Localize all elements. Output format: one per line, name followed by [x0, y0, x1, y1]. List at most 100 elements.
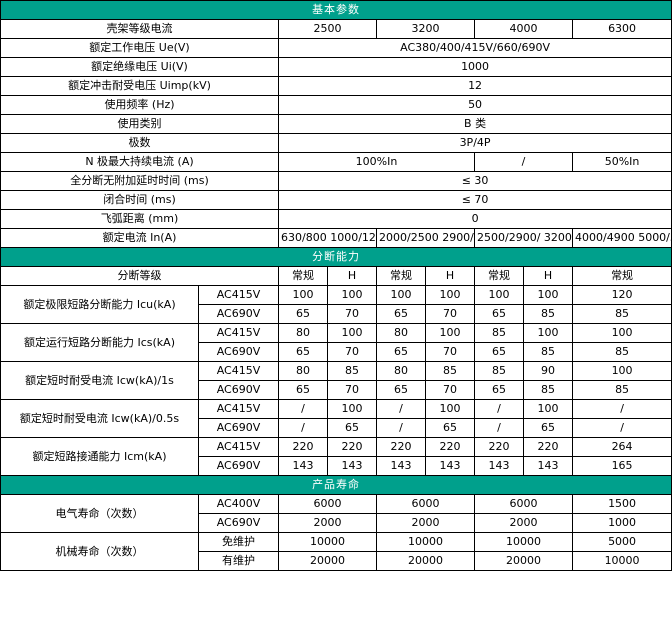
cell: /: [278, 418, 328, 438]
table-row-npole: N 极最大持续电流 (A) 100%In / 50%In: [0, 152, 672, 172]
cell: 85: [571, 380, 672, 400]
frame-rating-value-3200: 3200: [376, 19, 475, 39]
row-value-arcing-distance: 0: [277, 209, 672, 229]
cell: 143: [327, 456, 377, 476]
table-row: AC690V 65 70 65 70 65 85 85: [1, 380, 672, 400]
cell: 100: [327, 323, 377, 343]
row-value-rated-current-2500: 630/800 1000/1250 1600/2000 2500: [278, 228, 377, 248]
cell: 100: [425, 399, 475, 419]
cell: 65: [474, 304, 524, 324]
row-value-rated-current-3200: 2000/2500 2900/3150 3200: [376, 228, 475, 248]
row-label-icw-1s: 额定短时耐受电流 Icw(kA)/1s: [0, 361, 199, 400]
cell: 100: [523, 399, 573, 419]
cell: 220: [327, 437, 377, 457]
cell: 220: [376, 437, 426, 457]
cell: 85: [523, 342, 573, 362]
cell: 100: [425, 323, 475, 343]
cell: /: [571, 418, 672, 438]
cell: 143: [278, 456, 328, 476]
table-row: AC690V / 65 / 65 / 65 /: [1, 418, 672, 438]
row-value-utilization-category: B 类: [277, 114, 672, 134]
row-value-rated-current-4000: 2500/2900/ 3200/3600/ 3900/4000: [474, 228, 573, 248]
sublabel-mechanical-maintenance-free: 免维护: [198, 532, 279, 552]
row-value-poles: 3P/4P: [277, 133, 672, 153]
cell: /: [376, 399, 426, 419]
cell: 85: [523, 380, 573, 400]
table-row: 机械寿命（次数） 免维护 10000 10000 10000 5000: [0, 532, 672, 571]
cell: 10000: [474, 532, 573, 552]
table-row: 全分断无附加延时时间 (ms) ≤ 30: [0, 171, 672, 191]
cell: 165: [571, 456, 672, 476]
cell: 80: [278, 361, 328, 381]
sublabel-ics-ac690v: AC690V: [198, 342, 279, 362]
row-value-npole-2: /: [474, 152, 573, 172]
cell: 100: [376, 285, 426, 305]
cell: 70: [425, 342, 475, 362]
cell: 220: [425, 437, 475, 457]
specification-table: 基本参数 壳架等级电流 2500 3200 4000 6300 额定工作电压 U…: [0, 0, 672, 571]
sublabel-mechanical-with-maintenance: 有维护: [198, 551, 279, 571]
cell: /: [278, 399, 328, 419]
cell: 20000: [278, 551, 377, 571]
cell: 65: [327, 418, 377, 438]
table-row: 闭合时间 (ms) ≤ 70: [0, 190, 672, 210]
row-label-rated-insulation-voltage: 额定绝缘电压 Ui(V): [0, 57, 279, 77]
cell: 70: [327, 380, 377, 400]
cell: 85: [523, 304, 573, 324]
frame-rating-value-2500: 2500: [278, 19, 377, 39]
cell: 65: [523, 418, 573, 438]
sublabel-icw1s-ac690v: AC690V: [198, 380, 279, 400]
section-header-row-life: 产品寿命: [0, 475, 672, 495]
row-label-breaking-grade: 分断等级: [0, 266, 279, 286]
cell: 143: [474, 456, 524, 476]
row-label-icu: 额定极限短路分断能力 Icu(kA): [0, 285, 199, 324]
table-row: AC690V 65 70 65 70 65 85 85: [1, 342, 672, 362]
cell: 85: [571, 304, 672, 324]
cell: 2000: [278, 513, 377, 533]
breaking-grade-4: H: [425, 266, 475, 286]
row-label-total-break-time: 全分断无附加延时时间 (ms): [0, 171, 279, 191]
cell: /: [474, 418, 524, 438]
cell: 65: [278, 342, 328, 362]
cell: 264: [571, 437, 672, 457]
row-label-rated-impulse-voltage: 额定冲击耐受电压 Uimp(kV): [0, 76, 279, 96]
table-row: AC690V 65 70 65 70 65 85 85: [1, 304, 672, 324]
table-row: 额定运行短路分断能力 Ics(kA) AC415V 80 100 80 100 …: [0, 323, 672, 362]
cell: /: [474, 399, 524, 419]
cell: 143: [523, 456, 573, 476]
cell: 85: [571, 342, 672, 362]
cell: 65: [474, 342, 524, 362]
table-row-rated-current: 额定电流 In(A) 630/800 1000/1250 1600/2000 2…: [0, 228, 672, 248]
sublabel-electrical-ac400v: AC400V: [198, 494, 279, 514]
cell: 100: [327, 285, 377, 305]
cell: 80: [278, 323, 328, 343]
cell: 10000: [278, 532, 377, 552]
cell: 70: [327, 342, 377, 362]
cell: 70: [425, 380, 475, 400]
frame-rating-row: 壳架等级电流 2500 3200 4000 6300: [0, 19, 672, 39]
table-row: 使用类别 B 类: [0, 114, 672, 134]
cell: 1500: [571, 494, 672, 514]
section-header-row-breaking: 分断能力: [0, 247, 672, 267]
cell: 65: [474, 380, 524, 400]
table-row: 额定短路接通能力 Icm(kA) AC415V 220 220 220 220 …: [0, 437, 672, 476]
cell: 220: [474, 437, 524, 457]
row-label-icw-05s: 额定短时耐受电流 Icw(kA)/0.5s: [0, 399, 199, 438]
row-value-rated-impulse-voltage: 12: [277, 76, 672, 96]
breaking-grade-row: 分断等级 常规 H 常规 H 常规 H 常规: [0, 266, 672, 286]
cell: 90: [523, 361, 573, 381]
table-row: 额定短时耐受电流 Icw(kA)/0.5s AC415V / 100 / 100…: [0, 399, 672, 438]
sublabel-ics-ac415v: AC415V: [198, 323, 279, 343]
cell: 70: [425, 304, 475, 324]
cell: 6000: [474, 494, 573, 514]
section-title-life: 产品寿命: [0, 475, 672, 495]
cell: 65: [425, 418, 475, 438]
row-label-mechanical-life: 机械寿命（次数）: [0, 532, 199, 571]
section-header-row-basic: 基本参数: [0, 0, 672, 20]
row-label-rated-working-voltage: 额定工作电压 Ue(V): [0, 38, 279, 58]
row-label-poles: 极数: [0, 133, 279, 153]
row-value-npole-3: 50%In: [571, 152, 672, 172]
breaking-grade-2: H: [327, 266, 377, 286]
cell: 65: [376, 380, 426, 400]
cell: 6000: [278, 494, 377, 514]
